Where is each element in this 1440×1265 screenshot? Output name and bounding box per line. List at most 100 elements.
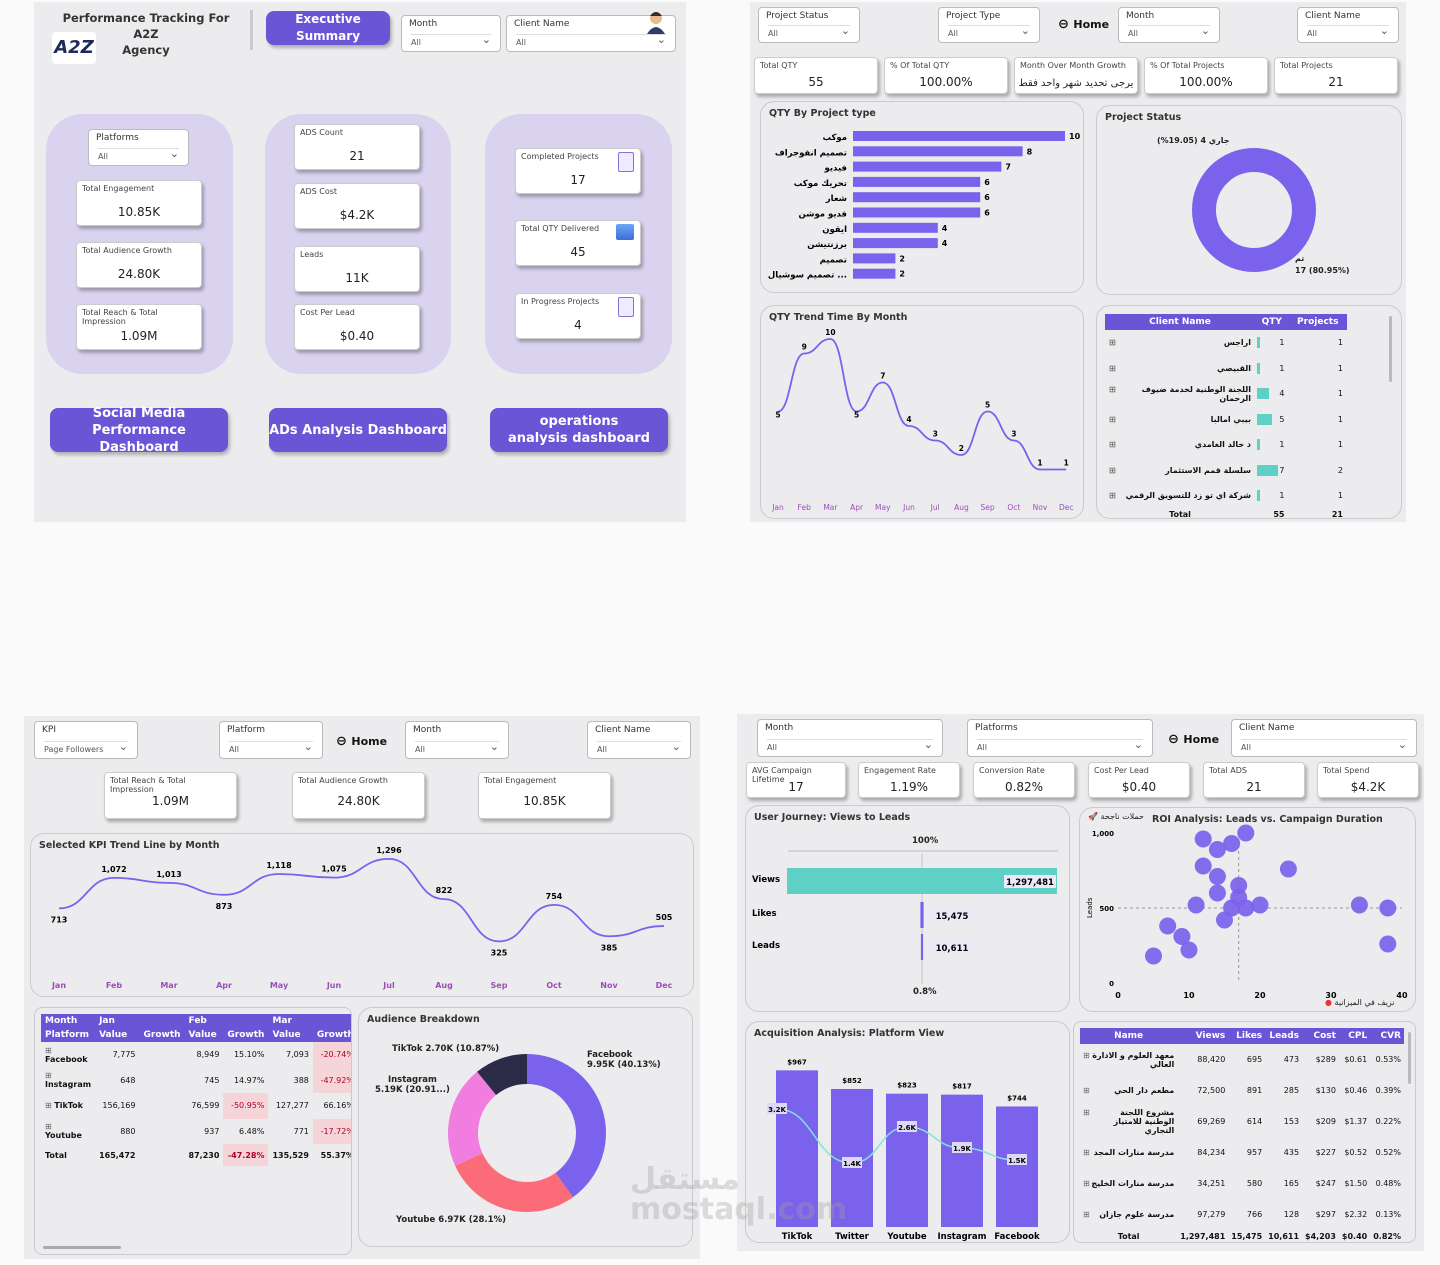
cell-text: 88,420 <box>1197 1055 1226 1064</box>
x-tick-label: Nov <box>1033 503 1048 512</box>
value-cell: 7,775 <box>95 1042 139 1068</box>
month-slicer[interactable]: Month All <box>757 719 943 757</box>
value-cell: $0.61 <box>1339 1044 1370 1075</box>
qty-value: 1 <box>1279 338 1285 348</box>
executive-summary-button[interactable]: Executive Summary <box>266 11 390 45</box>
table-scrollbar[interactable] <box>1408 1032 1411 1084</box>
matrix-header-month[interactable]: Month <box>41 1014 96 1028</box>
name-cell: ⊞ مشروع اللجنة الوطنية للامتياز التجاري <box>1080 1106 1177 1137</box>
matrix-header-col[interactable]: Platform <box>41 1028 96 1042</box>
client-name-cell: ⊞ د خالد الغامدي <box>1105 432 1255 458</box>
matrix-header-month[interactable] <box>223 1014 269 1028</box>
card-value: $0.40 <box>1121 780 1157 794</box>
platforms-slicer[interactable]: Platforms All <box>967 719 1153 757</box>
qty-databar <box>1257 413 1272 425</box>
qty-cell: 7 <box>1255 458 1289 484</box>
month-slicer[interactable]: Month All <box>1118 7 1220 43</box>
client-name-slicer[interactable]: Client Name All <box>587 721 691 759</box>
home-button[interactable]: Home <box>1058 17 1109 32</box>
value-cell: 695 <box>1228 1044 1265 1075</box>
operations-analysis-dashboard-button[interactable]: operations analysis dashboard <box>490 408 668 452</box>
table-scrollbar[interactable] <box>1389 316 1392 382</box>
value-cell: 0.39% <box>1370 1075 1404 1106</box>
cell-text: 0.13% <box>1375 1210 1401 1219</box>
cell-text: 6.48% <box>239 1126 265 1136</box>
label-facebook-value: 9.95K (40.13%) <box>587 1060 661 1070</box>
total-label: Total <box>1169 510 1191 519</box>
col-header[interactable]: Views <box>1177 1028 1229 1044</box>
matrix-header-col[interactable]: Value <box>268 1028 313 1042</box>
matrix-header-col[interactable]: Value <box>184 1028 224 1042</box>
matrix-header-col[interactable]: Value <box>95 1028 140 1042</box>
col-header[interactable]: Leads <box>1265 1028 1303 1044</box>
col-qty[interactable]: QTY <box>1255 314 1289 330</box>
col-header[interactable]: Likes <box>1228 1028 1266 1044</box>
table-row: ⊞ سلسلة قمم الاستثمار 7 2 <box>1105 458 1347 484</box>
table-row: ⊞ شركة اي تو زد للتسويق الرقمي 1 1 <box>1105 483 1347 509</box>
matrix-header-month[interactable]: Mar <box>268 1014 313 1028</box>
value-cell: 15.10% <box>223 1042 268 1068</box>
matrix-header-month[interactable] <box>312 1014 351 1028</box>
matrix-scrollbar[interactable] <box>43 1246 121 1249</box>
slicer-value: All <box>597 740 681 754</box>
client-name-cell: ⊞ شركة اي تو زد للتسويق الرقمي <box>1105 483 1255 509</box>
total-value: 10,611 <box>1268 1231 1300 1241</box>
value-cell: 97,279 <box>1177 1199 1228 1230</box>
matrix-header-col[interactable]: Growth <box>312 1028 351 1042</box>
scatter-point <box>1145 947 1162 965</box>
scatter-point <box>1223 835 1241 852</box>
cell-text: $1.50 <box>1344 1179 1368 1188</box>
matrix-header-month[interactable]: Jan <box>95 1014 140 1028</box>
in-progress-projects-card: In Progress Projects 4 <box>515 293 641 339</box>
ads-analysis-dashboard-button[interactable]: ADs Analysis Dashboard <box>269 408 447 452</box>
col-header[interactable]: Cost <box>1302 1028 1339 1044</box>
qty-value: 5 <box>1279 414 1285 424</box>
matrix-header-month[interactable] <box>139 1014 185 1028</box>
month-slicer[interactable]: Month All <box>401 15 501 52</box>
col-header[interactable]: CPL <box>1338 1028 1371 1044</box>
qty-value: 1 <box>1279 491 1285 501</box>
kpi-slicer[interactable]: KPI Page Followers <box>34 721 138 759</box>
table-row: ⊞ بيبي امالبا 5 1 <box>1105 407 1347 433</box>
col-header[interactable]: CVR <box>1370 1028 1404 1044</box>
data-label: 754 <box>546 892 563 901</box>
x-tick-label: Nov <box>600 981 618 990</box>
value-cell: 0.53% <box>1370 1044 1404 1075</box>
total-audience-growth-card: Total Audience Growth 24.80K <box>292 772 425 819</box>
col-header[interactable]: Name <box>1080 1028 1178 1044</box>
col-client-name[interactable]: Client Name <box>1105 314 1255 330</box>
scatter-point <box>1159 917 1177 935</box>
platform-slicer[interactable]: Platform All <box>219 721 323 759</box>
col-projects[interactable]: Projects <box>1288 314 1347 330</box>
month-slicer[interactable]: Month All <box>405 721 509 759</box>
x-tick-label: Feb <box>106 981 123 990</box>
user-journey-chart: User Journey: Views to Leads Views 1,297,… <box>745 805 1070 1012</box>
card-value: 21 <box>1246 780 1262 794</box>
bar-value-label: 4 <box>942 224 948 233</box>
project-status-slicer[interactable]: Project Status All <box>758 7 860 43</box>
cell-text: 72,500 <box>1197 1086 1226 1095</box>
client-name-slicer[interactable]: Client Name All <box>1231 719 1417 757</box>
social-media-dashboard-button[interactable]: Social Media Performance Dashboard <box>50 406 228 455</box>
value-cell: 66.16% <box>313 1093 351 1119</box>
operations-panel: Project Status All Project Type All Home M… <box>750 2 1406 522</box>
home-button[interactable]: Home <box>1168 732 1219 747</box>
matrix-header-col[interactable]: Growth <box>139 1028 185 1042</box>
bar <box>853 176 981 187</box>
client-name-slicer[interactable]: Client Name All <box>1297 7 1399 43</box>
bar <box>853 268 896 279</box>
card-value: $0.40 <box>339 329 375 343</box>
matrix-header-month[interactable]: Feb <box>184 1014 224 1028</box>
value-cell: 7,093 <box>268 1042 312 1068</box>
bar-category-label: تحريك موكب <box>794 179 847 189</box>
home-button[interactable]: Home <box>336 734 387 749</box>
slicer-label: Platforms <box>96 133 139 143</box>
cell-text: 745 <box>204 1075 220 1085</box>
project-type-slicer[interactable]: Project Type All <box>938 7 1040 43</box>
x-tick-label: Twitter <box>835 1232 870 1242</box>
matrix-header-col[interactable]: Growth <box>223 1028 269 1042</box>
name-cell: ⊞ معهد العلوم و الادارة العالي <box>1080 1044 1177 1075</box>
chart-title: Acquisition Analysis: Platform View <box>754 1028 945 1039</box>
client-name-slicer[interactable]: Client Name All <box>506 15 676 52</box>
platforms-slicer[interactable]: Platforms All <box>88 129 189 166</box>
